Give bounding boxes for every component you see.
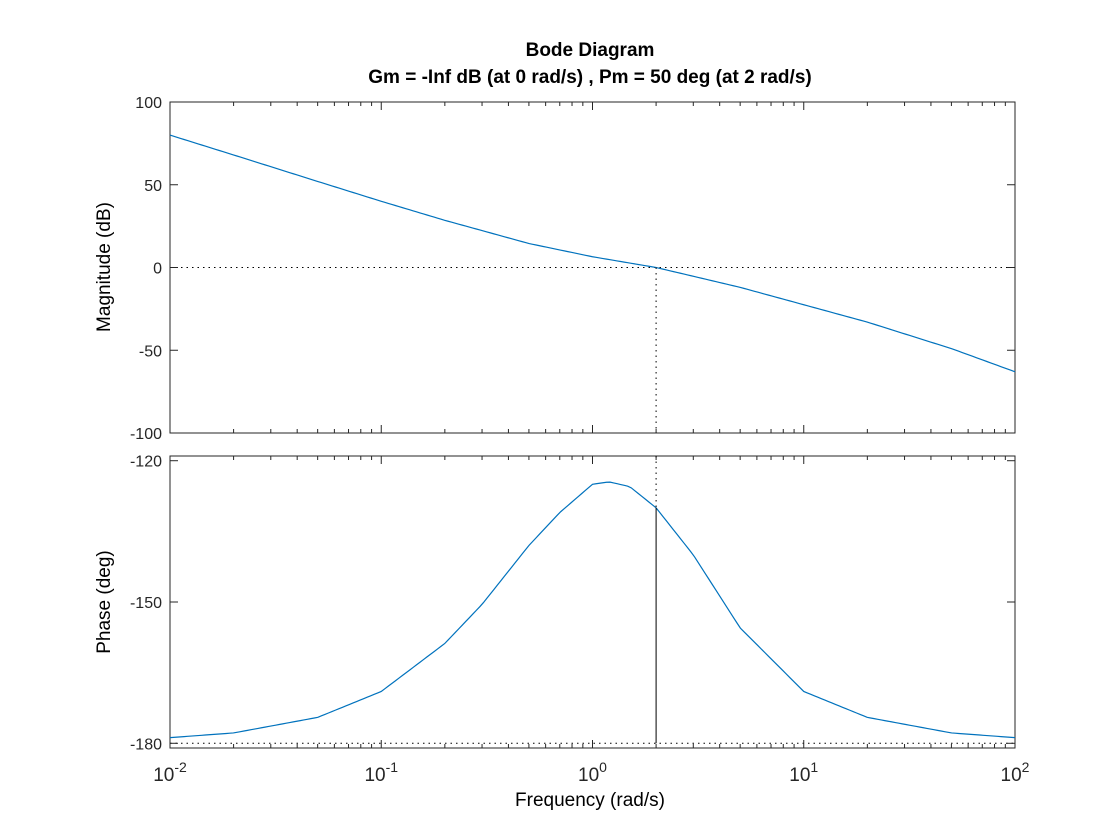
chart-title: Bode Diagram	[526, 40, 655, 61]
magnitude-ylabel: Magnitude (dB)	[94, 202, 115, 332]
phase-ylabel: Phase (deg)	[94, 550, 115, 654]
magnitude-ytick-label: 100	[135, 95, 162, 112]
x-axis-label: Frequency (rad/s)	[515, 790, 665, 811]
phase-ytick-label: -180	[130, 736, 162, 753]
chart-subtitle: Gm = -Inf dB (at 0 rad/s) , Pm = 50 deg …	[368, 67, 811, 88]
phase-trace	[169, 481, 1016, 739]
x-tick-label: 10-1	[364, 759, 398, 786]
magnitude-trace	[169, 134, 1016, 373]
magnitude-ytick-label: -100	[130, 426, 162, 443]
magnitude-ytick-label: -50	[139, 343, 162, 360]
magnitude-ytick-label: 50	[144, 178, 162, 195]
plot-layer: 100 50 0 -50 -100 -120 -150 -180 10-2 10-1 100 101 1…	[130, 95, 1030, 786]
x-tick-label: 100	[578, 759, 607, 786]
x-tick-label: 10-2	[153, 759, 187, 786]
phase-ytick-label: -150	[130, 595, 162, 612]
x-tick-label: 101	[789, 759, 818, 786]
phase-axes	[169, 455, 1016, 749]
magnitude-ytick-label: 0	[153, 261, 162, 278]
phase-ytick-label: -120	[130, 454, 162, 471]
x-tick-label: 102	[1001, 759, 1030, 786]
